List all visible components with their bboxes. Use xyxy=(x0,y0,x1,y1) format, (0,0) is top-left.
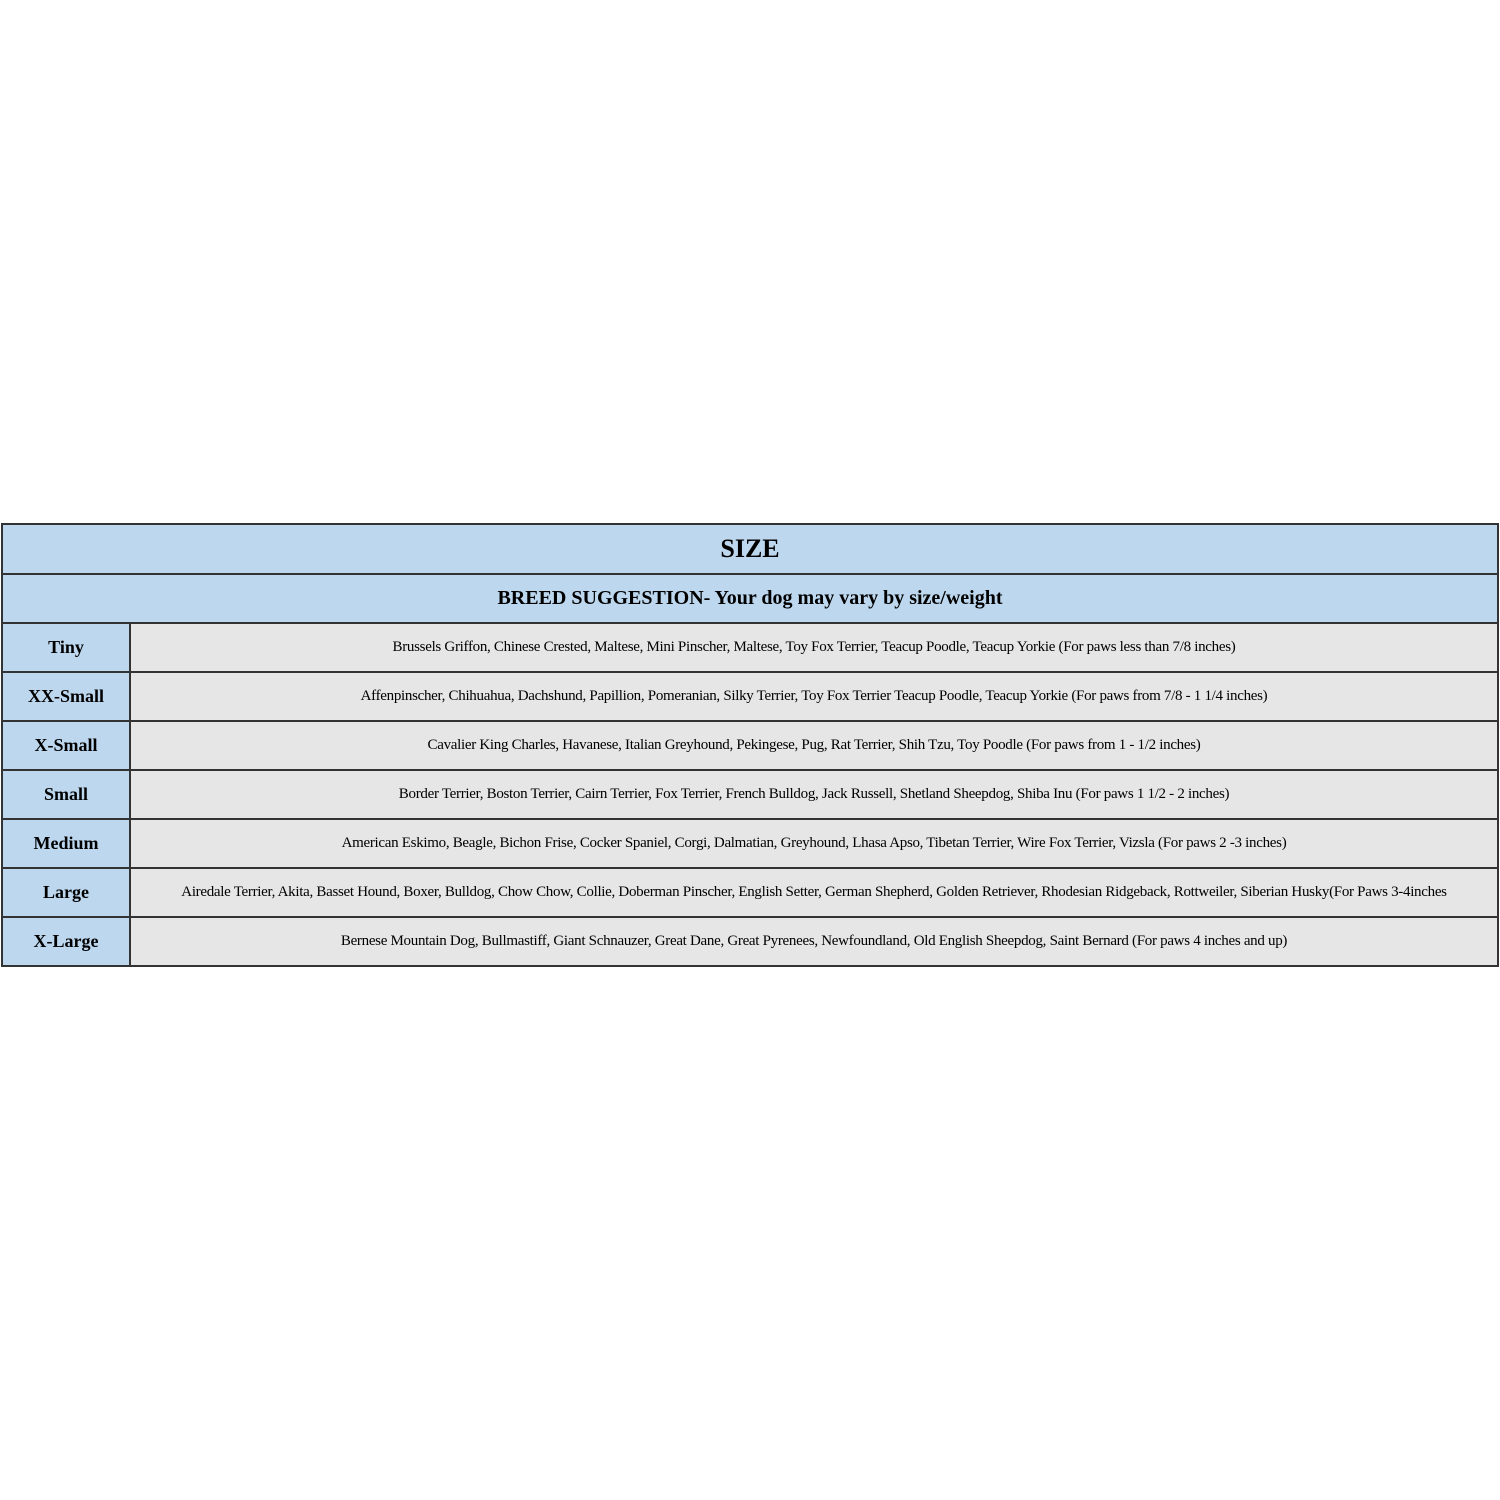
breeds: Cavalier King Charles, Havanese, Italian… xyxy=(129,720,1499,771)
row: Medium American Eskimo, Beagle, Bichon Fr… xyxy=(1,818,1499,869)
row: XX-Small Affenpinscher, Chihuahua, Dachsh… xyxy=(1,671,1499,722)
row: Large Airedale Terrier, Akita, Basset Hou… xyxy=(1,867,1499,918)
size-table: SIZE BREED SUGGESTION- Your dog may vary… xyxy=(1,523,1499,967)
size-label: Medium xyxy=(1,818,131,869)
size-label: X-Small xyxy=(1,720,131,771)
title: SIZE xyxy=(1,523,1499,575)
row: X-Small Cavalier King Charles, Havanese, … xyxy=(1,720,1499,771)
breeds: Bernese Mountain Dog, Bullmastiff, Giant… xyxy=(129,916,1499,967)
size-label: XX-Small xyxy=(1,671,131,722)
breeds: Brussels Griffon, Chinese Crested, Malte… xyxy=(129,622,1499,673)
row: Small Border Terrier, Boston Terrier, Cai… xyxy=(1,769,1499,820)
size-label: Large xyxy=(1,867,131,918)
breeds: American Eskimo, Beagle, Bichon Frise, C… xyxy=(129,818,1499,869)
breeds: Border Terrier, Boston Terrier, Cairn Te… xyxy=(129,769,1499,820)
size-label: X-Large xyxy=(1,916,131,967)
breeds: Affenpinscher, Chihuahua, Dachshund, Pap… xyxy=(129,671,1499,722)
subtitle: BREED SUGGESTION- Your dog may vary by s… xyxy=(1,573,1499,624)
size-label: Tiny xyxy=(1,622,131,673)
size-label: Small xyxy=(1,769,131,820)
row: X-Large Bernese Mountain Dog, Bullmastiff… xyxy=(1,916,1499,967)
row: Tiny Brussels Griffon, Chinese Crested, M… xyxy=(1,622,1499,673)
breeds: Airedale Terrier, Akita, Basset Hound, B… xyxy=(129,867,1499,918)
